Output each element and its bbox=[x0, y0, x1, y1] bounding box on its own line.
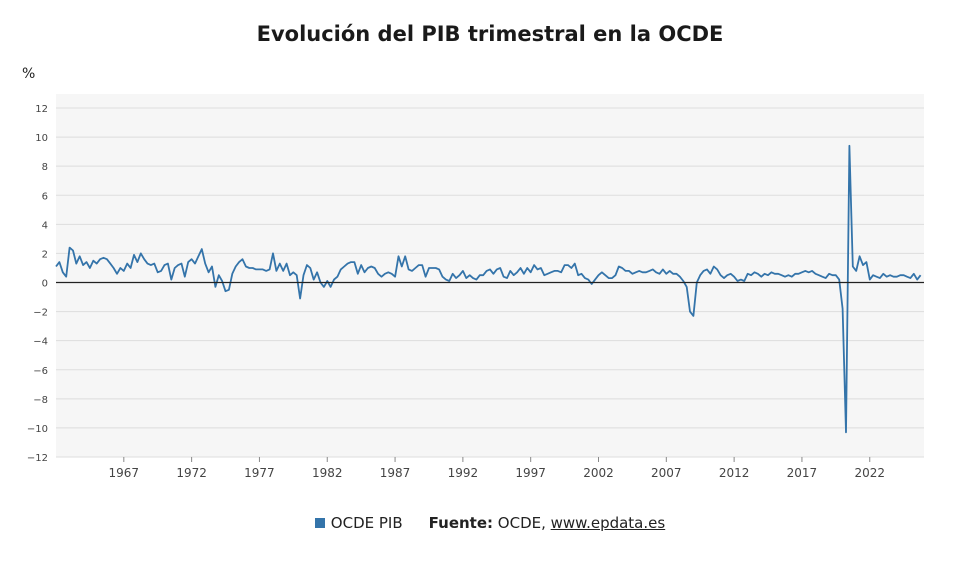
y-tick-label: 10 bbox=[35, 133, 48, 144]
y-tick-label: −10 bbox=[27, 424, 48, 435]
x-tick-label: 1987 bbox=[380, 466, 411, 480]
y-axis-unit-label: % bbox=[22, 66, 36, 82]
y-tick-label: 8 bbox=[42, 162, 48, 173]
legend-swatch bbox=[314, 518, 325, 528]
y-tick-label: −12 bbox=[27, 453, 48, 464]
y-tick-label: 12 bbox=[35, 104, 48, 115]
x-tick-label: 1972 bbox=[176, 466, 207, 480]
y-tick-label: −4 bbox=[33, 337, 48, 348]
x-tick-label: 2007 bbox=[651, 466, 682, 480]
x-tick-label: 1982 bbox=[312, 466, 343, 480]
x-tick-label: 1977 bbox=[244, 466, 275, 480]
chart-title: Evolución del PIB trimestral en la OCDE bbox=[256, 22, 724, 46]
source-text: OCDE, bbox=[493, 514, 551, 532]
plot-background bbox=[56, 94, 924, 457]
x-tick-label: 2022 bbox=[854, 466, 885, 480]
series-line-ocde-pib bbox=[55, 144, 922, 434]
x-tick-labels: 1967 1972 1977 1982 1987 1992 1997 2002 2007 2012… bbox=[109, 457, 885, 480]
y-tick-label: −6 bbox=[33, 366, 48, 377]
source-label: Fuente: bbox=[428, 514, 494, 532]
y-tick-labels: −12 −10 −8 −6 −4 −2 0 2 4 6 8 10 12 bbox=[27, 104, 48, 464]
x-tick-label: 2002 bbox=[583, 466, 614, 480]
y-tick-label: −8 bbox=[33, 395, 48, 406]
y-tick-label: 6 bbox=[42, 191, 48, 202]
legend: OCDE PIB Fuente: OCDE, www.epdata.es bbox=[0, 514, 980, 532]
x-tick-label: 2012 bbox=[719, 466, 750, 480]
y-tick-label: 2 bbox=[42, 249, 48, 260]
x-tick-label: 1992 bbox=[448, 466, 479, 480]
y-tick-label: 4 bbox=[42, 220, 48, 231]
x-tick-label: 1967 bbox=[109, 466, 140, 480]
x-tick-label: 1997 bbox=[515, 466, 546, 480]
source-link[interactable]: www.epdata.es bbox=[550, 514, 666, 532]
series-layer bbox=[55, 144, 922, 434]
y-tick-label: 0 bbox=[42, 279, 48, 290]
y-tick-label: −2 bbox=[33, 308, 48, 319]
x-tick-label: 2017 bbox=[787, 466, 818, 480]
legend-series-label: OCDE PIB bbox=[330, 514, 403, 532]
